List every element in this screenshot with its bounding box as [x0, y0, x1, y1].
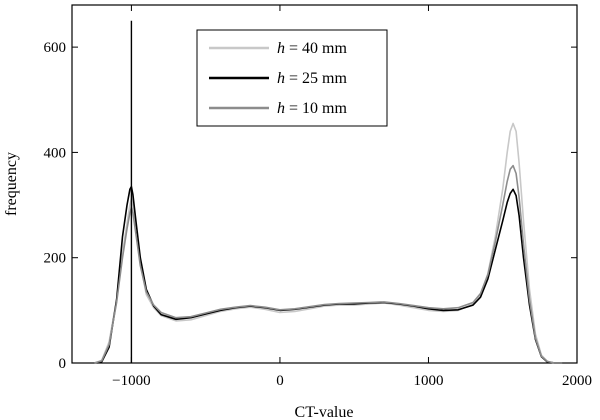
tick-layer: −1000 0 1000 2000 0 200 400 600	[44, 5, 592, 389]
y-tick-label: 200	[44, 251, 67, 267]
y-tick-label: 400	[44, 145, 67, 161]
series-line-3	[94, 164, 563, 364]
y-axis-label: frequency	[3, 152, 20, 216]
legend-label-3: h = 10 mm	[277, 100, 347, 117]
legend-label-1: h = 40 mm	[277, 40, 347, 57]
legend: h = 40 mm h = 25 mm h = 10 mm	[196, 29, 388, 127]
series-line-1	[94, 122, 563, 364]
x-tick-label: −1000	[112, 373, 150, 389]
x-tick-label: 0	[276, 373, 284, 389]
series-layer	[94, 20, 563, 364]
x-tick-label: 2000	[562, 373, 592, 389]
y-tick-label: 0	[59, 356, 67, 372]
x-tick-label: 1000	[413, 373, 443, 389]
x-axis-label: CT-value	[295, 404, 354, 420]
y-tick-label: 600	[44, 40, 67, 56]
legend-label-2: h = 25 mm	[277, 70, 347, 87]
